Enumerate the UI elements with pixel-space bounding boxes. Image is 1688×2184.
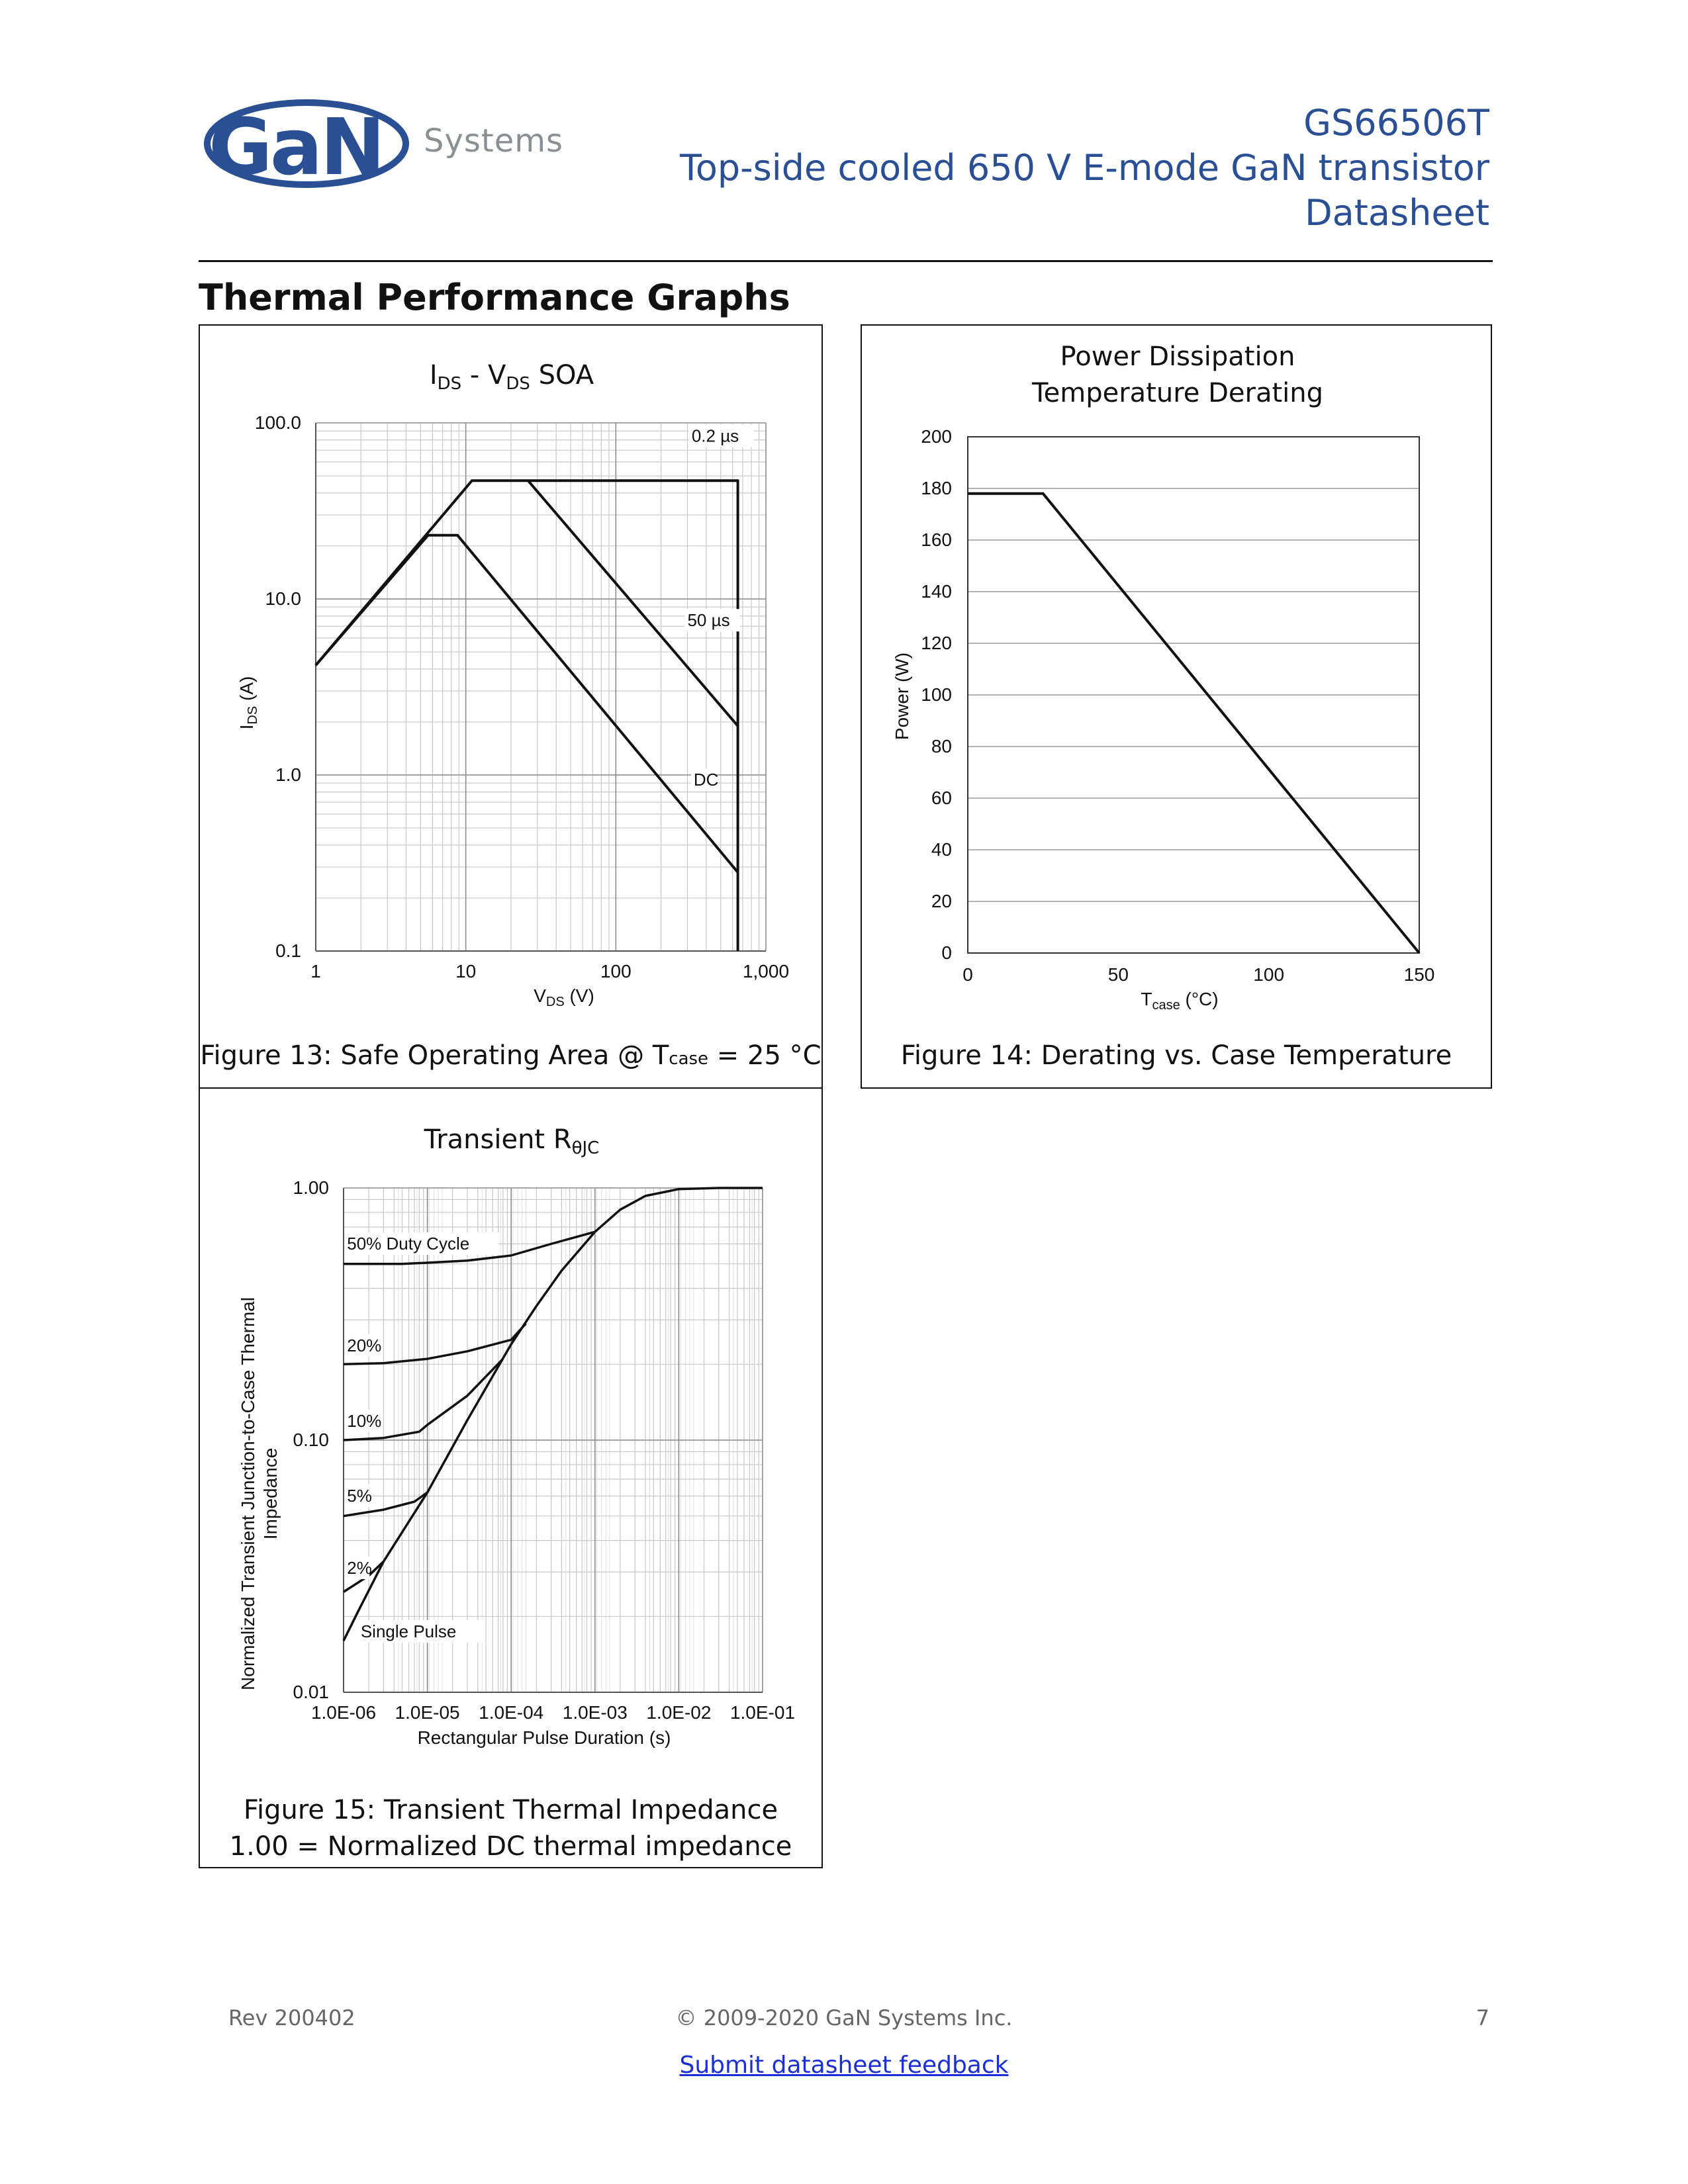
derating-y-axis-label: Power (W) bbox=[892, 653, 912, 740]
transient-series-label-bg bbox=[344, 1484, 370, 1508]
soa-series-label-1: 50 µs bbox=[687, 610, 729, 630]
transient-x-tick-label: 1.0E-01 bbox=[730, 1702, 795, 1723]
derating-y-tick-label: 100 bbox=[921, 684, 952, 705]
transient-series-label-0: 50% Duty Cycle bbox=[347, 1234, 469, 1253]
derating-series-line-0 bbox=[968, 492, 1421, 954]
transient-y-tick-label: 1.00 bbox=[293, 1177, 330, 1198]
transient-x-tick-label: 1.0E-03 bbox=[563, 1702, 628, 1723]
soa-x-tick-label: 1 bbox=[310, 961, 321, 981]
derating-x-tick-label: 100 bbox=[1253, 964, 1284, 985]
soa-series-label-bg bbox=[690, 768, 716, 792]
transient-series-label-bg bbox=[357, 1620, 483, 1643]
transient-series-label-3: 5% bbox=[347, 1486, 372, 1506]
footer-page-number: 7 bbox=[1476, 2005, 1489, 2030]
transient-series-line-3 bbox=[343, 1491, 428, 1518]
transient-x-tick-label: 1.0E-06 bbox=[311, 1702, 376, 1723]
transient-series-label-1: 20% bbox=[347, 1336, 381, 1355]
transient-chart: Transient RθJC 1.0E-06 1.0E-05 1.0E-04 1.0E… bbox=[238, 1124, 795, 1748]
transient-y-tick-label: 0.01 bbox=[293, 1682, 330, 1702]
footer-revision: Rev 200402 bbox=[228, 2005, 355, 2030]
soa-x-tick-label: 100 bbox=[600, 961, 632, 981]
transient-series-label-bg bbox=[344, 1556, 370, 1579]
figure-14-panel: Power Dissipation Temperature Derating 0… bbox=[861, 324, 1492, 1089]
soa-series-label-bg bbox=[684, 609, 740, 632]
soa-y-tick-label: 100.0 bbox=[255, 412, 301, 433]
logo-ring bbox=[204, 99, 409, 188]
derating-y-tick-label: 40 bbox=[931, 839, 952, 860]
figure-14-caption: Figure 14: Derating vs. Case Temperature bbox=[900, 1040, 1452, 1071]
derating-x-tick-label: 150 bbox=[1404, 964, 1435, 985]
transient-x-tick-label: 1.0E-02 bbox=[646, 1702, 711, 1723]
derating-y-tick-label: 140 bbox=[921, 581, 952, 602]
derating-x-tick-label: 50 bbox=[1108, 964, 1129, 985]
transient-y-axis-label-2: Impedance bbox=[260, 1448, 281, 1540]
part-number: GS66506T bbox=[1303, 102, 1489, 144]
derating-y-tick-label: 80 bbox=[931, 736, 952, 756]
derating-x-axis-label: Tcase (°C) bbox=[1141, 989, 1218, 1013]
transient-x-tick-label: 1.0E-04 bbox=[479, 1702, 543, 1723]
soa-y-axis-label: IDS (A) bbox=[236, 676, 260, 730]
soa-chart-title: IDS - VDS SOA bbox=[430, 360, 594, 394]
doc-subtitle: Top-side cooled 650 V E-mode GaN transis… bbox=[680, 147, 1489, 189]
header-divider bbox=[199, 260, 1493, 262]
derating-x-tick-label: 0 bbox=[962, 964, 973, 985]
soa-series-line-0 bbox=[314, 479, 739, 951]
transient-series-line-0 bbox=[344, 1230, 596, 1265]
company-logo: GaN bbox=[204, 99, 409, 193]
transient-series-label-bg bbox=[344, 1334, 380, 1357]
soa-series-line-2 bbox=[314, 533, 739, 874]
doc-type: Datasheet bbox=[1305, 192, 1489, 234]
soa-x-tick-label: 10 bbox=[455, 961, 476, 981]
transient-series-label-4: 2% bbox=[347, 1558, 372, 1578]
transient-series-line-1 bbox=[343, 1322, 527, 1366]
transient-series-line-2 bbox=[343, 1357, 504, 1441]
derating-y-tick-label: 180 bbox=[921, 478, 952, 498]
derating-y-tick-label: 60 bbox=[931, 788, 952, 808]
soa-chart: IDS - VDS SOA 1 10 100 1,000 0.1 1.0 10.0 100.0… bbox=[236, 360, 789, 1009]
figure-15-caption-2: 1.00 = Normalized DC thermal impedance bbox=[229, 1831, 792, 1862]
transient-series-label-bg bbox=[344, 1232, 499, 1255]
logo-subtext: Systems bbox=[424, 122, 563, 159]
soa-series-label-0: 0.2 µs bbox=[692, 426, 739, 446]
transient-chart-title: Transient RθJC bbox=[424, 1124, 600, 1158]
transient-series-label-2: 10% bbox=[347, 1411, 381, 1431]
soa-x-axis-label: VDS (V) bbox=[534, 985, 594, 1009]
soa-y-tick-label: 0.1 bbox=[275, 940, 301, 961]
transient-x-axis-label: Rectangular Pulse Duration (s) bbox=[418, 1727, 671, 1748]
soa-y-tick-label: 1.0 bbox=[275, 764, 301, 785]
derating-y-tick-label: 200 bbox=[921, 426, 952, 447]
logo-wordmark: GaN bbox=[209, 101, 383, 193]
transient-y-axis-label-1: Normalized Transient Junction-to-Case Th… bbox=[238, 1297, 258, 1690]
soa-series-line-1 bbox=[527, 479, 739, 727]
footer-copyright: © 2009-2020 GaN Systems Inc. bbox=[675, 2005, 1013, 2030]
derating-chart-title-2: Temperature Derating bbox=[1031, 378, 1323, 408]
soa-series-label-bg bbox=[688, 424, 754, 447]
soa-series-label-2: DC bbox=[694, 770, 719, 790]
soa-x-tick-label: 1,000 bbox=[743, 961, 789, 981]
figure-15-panel: Transient RθJC 1.0E-06 1.0E-05 1.0E-04 1.0E… bbox=[199, 1087, 823, 1868]
transient-series-line-5 bbox=[342, 1187, 763, 1641]
derating-y-tick-label: 120 bbox=[921, 633, 952, 653]
footer-feedback: Submit datasheet feedback bbox=[0, 2052, 1688, 2079]
derating-plot-frame bbox=[967, 436, 1420, 954]
derating-y-tick-label: 0 bbox=[941, 942, 952, 963]
transient-y-tick-label: 0.10 bbox=[293, 1430, 330, 1450]
figure-15-caption-1: Figure 15: Transient Thermal Impedance bbox=[243, 1795, 778, 1825]
derating-y-tick-label: 20 bbox=[931, 891, 952, 911]
derating-y-tick-label: 160 bbox=[921, 529, 952, 550]
soa-y-tick-label: 10.0 bbox=[265, 588, 302, 609]
transient-series-label-bg bbox=[344, 1409, 380, 1432]
submit-feedback-link[interactable]: Submit datasheet feedback bbox=[679, 2052, 1009, 2079]
derating-chart: Power Dissipation Temperature Derating 0… bbox=[892, 341, 1435, 1013]
section-title: Thermal Performance Graphs bbox=[199, 277, 790, 318]
derating-chart-title-1: Power Dissipation bbox=[1060, 341, 1295, 372]
figure-13-caption: Figure 13: Safe Operating Area @ Tcase =… bbox=[200, 1040, 821, 1071]
figure-13-panel: IDS - VDS SOA 1 10 100 1,000 0.1 1.0 10.0 100.0… bbox=[199, 324, 823, 1089]
transient-x-tick-label: 1.0E-05 bbox=[395, 1702, 460, 1723]
transient-series-label-5: Single Pulse bbox=[361, 1621, 457, 1641]
